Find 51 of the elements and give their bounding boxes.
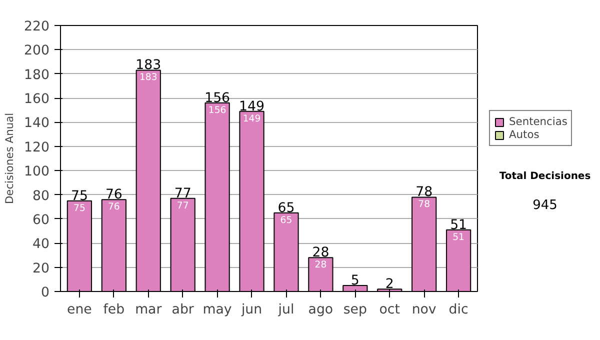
- y-tick-label: 0: [41, 286, 50, 300]
- x-tick-label: jul: [277, 302, 294, 318]
- x-tick-label: mar: [135, 302, 162, 318]
- data-label: 183: [139, 72, 158, 84]
- total-label: 5: [350, 273, 360, 288]
- x-tick-label: abr: [172, 302, 194, 318]
- y-tick-label: 220: [24, 20, 50, 34]
- total-label: 76: [105, 188, 122, 203]
- total-label: 51: [450, 218, 468, 233]
- total-label: 65: [278, 200, 295, 216]
- y-tick-label: 200: [24, 44, 50, 59]
- legend-label: Autos: [509, 128, 540, 141]
- y-tick-label: 40: [32, 237, 50, 252]
- y-tick-label: 80: [32, 188, 50, 204]
- y-tick-label: 60: [32, 212, 50, 228]
- data-label: 75: [74, 202, 86, 214]
- total-label: 183: [136, 58, 162, 74]
- data-label: 78: [418, 199, 430, 210]
- total-label: 75: [70, 188, 88, 204]
- data-label: 77: [176, 200, 189, 212]
- x-tick-label: jun: [240, 302, 262, 318]
- x-tick-label: sep: [343, 302, 367, 318]
- text: Total Decisiones: [499, 170, 591, 184]
- data-label: 149: [242, 113, 261, 124]
- x-tick-label: may: [202, 302, 232, 318]
- y-tick-label: 180: [24, 68, 50, 83]
- x-tick-label: dic: [448, 302, 468, 318]
- data-label: 156: [208, 104, 226, 116]
- data-label: 51: [452, 232, 465, 243]
- total-label: 2: [385, 277, 394, 292]
- total-label: 77: [174, 186, 192, 202]
- total-label: 149: [239, 99, 264, 114]
- y-tick-label: 120: [24, 140, 50, 156]
- y-tick-label: 160: [24, 92, 50, 108]
- y-tick-label: 100: [24, 164, 50, 180]
- legend-label: Sentencias: [509, 115, 568, 128]
- total-label: 28: [312, 246, 330, 261]
- data-label: 76: [108, 202, 120, 213]
- text: 945: [532, 197, 558, 215]
- data-label: 65: [280, 214, 292, 226]
- total-label: 156: [204, 90, 230, 106]
- x-tick-label: feb: [103, 302, 125, 318]
- y-axis-title: Decisiones Anual: [3, 112, 16, 204]
- x-tick-label: ene: [67, 302, 92, 318]
- data-label: 28: [314, 260, 327, 271]
- x-tick-label: ago: [308, 302, 334, 318]
- x-tick-label: oct: [379, 302, 400, 318]
- x-tick-label: nov: [412, 302, 436, 318]
- total-label: 78: [416, 185, 433, 200]
- y-tick-label: 140: [24, 116, 50, 132]
- y-tick-label: 20: [32, 261, 50, 276]
